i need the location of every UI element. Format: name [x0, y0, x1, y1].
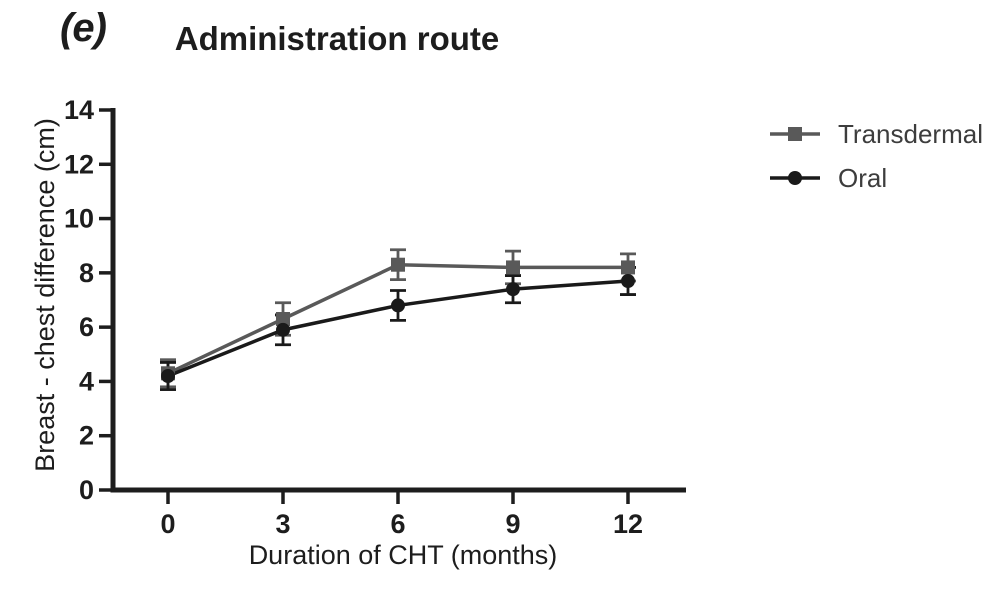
- x-axis-title: Duration of CHT (months): [248, 540, 558, 570]
- y-axis-title: Breast - chest difference (cm): [30, 118, 60, 472]
- y-tick-label: 10: [64, 204, 94, 234]
- panel-label: (e): [60, 6, 107, 50]
- legend-item-oral: Oral: [770, 162, 983, 194]
- marker-circle-oral: [620, 273, 635, 288]
- y-tick-label: 2: [79, 421, 94, 451]
- marker-square-transdermal: [505, 260, 520, 275]
- x-tick-label: 3: [275, 509, 290, 539]
- marker-circle-oral: [505, 282, 520, 297]
- x-tick-label: 12: [613, 509, 643, 539]
- x-tick-label: 6: [390, 509, 405, 539]
- x-tick-label: 9: [505, 509, 520, 539]
- marker-square-transdermal: [620, 260, 635, 275]
- legend-label: Oral: [838, 162, 888, 193]
- legend-swatch-circle-icon: [770, 171, 820, 185]
- chart-title: Administration route: [174, 20, 500, 57]
- marker-square-transdermal: [275, 311, 290, 326]
- legend-item-transdermal: Transdermal: [770, 118, 983, 150]
- marker-circle-oral: [161, 368, 175, 383]
- y-tick-label: 4: [79, 366, 94, 396]
- y-tick-label: 12: [64, 149, 94, 179]
- marker-circle-oral: [275, 322, 290, 337]
- y-tick-label: 8: [79, 258, 94, 288]
- y-tick-label: 0: [79, 475, 94, 505]
- marker-square-transdermal: [390, 257, 405, 272]
- y-tick-label: 14: [64, 95, 94, 125]
- legend-swatch-square-icon: [770, 127, 820, 141]
- legend: Transdermal Oral: [770, 118, 983, 194]
- x-tick-label: 0: [160, 509, 175, 539]
- axis-frame: [110, 108, 686, 493]
- y-tick-label: 6: [79, 312, 94, 342]
- legend-label: Transdermal: [838, 118, 983, 149]
- marker-circle-oral: [390, 298, 405, 313]
